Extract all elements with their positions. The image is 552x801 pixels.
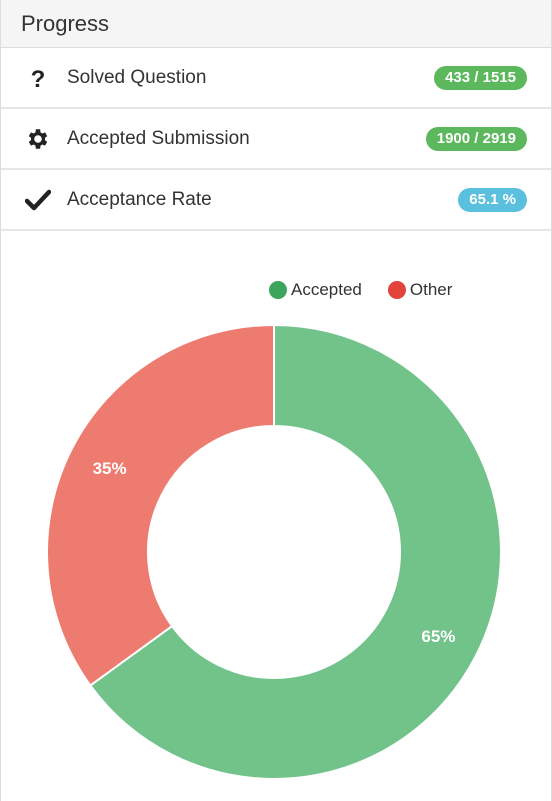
legend-swatch-accepted (269, 281, 287, 299)
panel-title: Progress (1, 0, 551, 48)
stat-row-accepted-submission: Accepted Submission 1900 / 2919 (1, 109, 551, 170)
legend-label-other: Other (409, 280, 453, 299)
legend-item-accepted[interactable]: Accepted (269, 280, 362, 300)
stat-row-solved-question: ? Solved Question 433 / 1515 (1, 48, 551, 109)
legend-item-other[interactable]: Other (387, 280, 453, 300)
slice-other[interactable] (46, 323, 275, 687)
submission-count-badge: 1900 / 2919 (425, 126, 527, 151)
legend-label-accepted: Accepted (291, 280, 362, 299)
stat-label: Acceptance Rate (67, 188, 212, 210)
svg-text:?: ? (31, 66, 46, 91)
stat-label: Solved Question (67, 66, 207, 88)
legend-swatch-other (387, 281, 406, 299)
check-icon (23, 185, 53, 215)
stat-label: Accepted Submission (67, 127, 250, 149)
slice-label-accepted: 65% (421, 627, 455, 646)
slice-label-other: 35% (93, 459, 127, 478)
chart-legend: Accepted Other (269, 280, 478, 300)
slice-accepted[interactable] (88, 323, 502, 780)
acceptance-rate-badge: 65.1 % (458, 187, 527, 212)
donut-svg: 65% 35% (46, 323, 502, 780)
gear-icon (23, 124, 53, 154)
donut-chart: Accepted Other 65% 35% (1, 231, 551, 791)
question-icon: ? (23, 63, 53, 93)
stat-row-acceptance-rate: Acceptance Rate 65.1 % (1, 170, 551, 231)
solved-count-badge: 433 / 1515 (434, 65, 527, 90)
